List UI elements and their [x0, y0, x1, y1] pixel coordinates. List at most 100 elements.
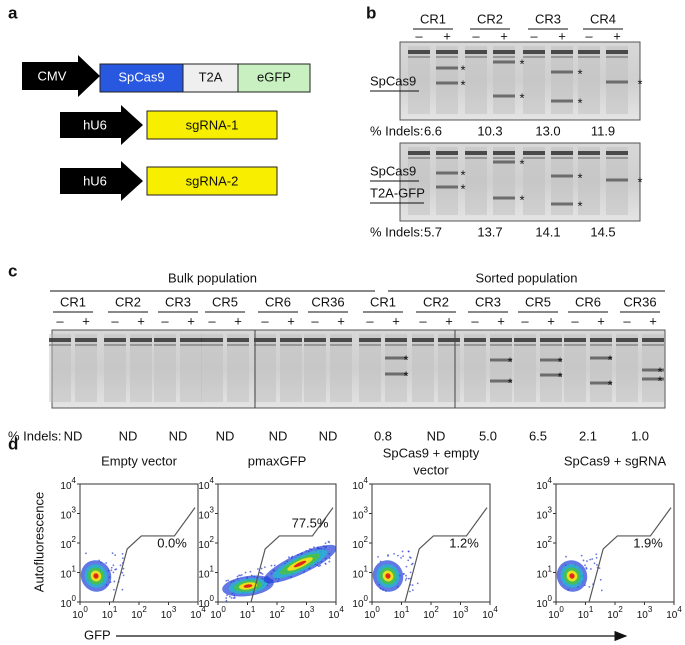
asterisk: *: [637, 76, 642, 91]
gel-band: [590, 356, 612, 360]
gate-percent: 77.5%: [292, 515, 329, 530]
gel-band: [514, 338, 536, 342]
panel-label: d: [8, 434, 18, 453]
panel-label: c: [8, 261, 17, 280]
gel-band: [408, 151, 430, 155]
lane-sign: +: [649, 313, 657, 328]
tick-exponent: 4: [72, 476, 77, 485]
gel-smear: [201, 334, 223, 402]
asterisk: *: [577, 170, 582, 185]
cell-event: [113, 588, 115, 591]
gel-band: [359, 344, 381, 346]
gel-smear: [465, 46, 487, 114]
axis-tick-label: 102: [607, 605, 623, 621]
gel-band: [280, 338, 302, 342]
cell-event: [110, 569, 113, 572]
plot-title: vector: [413, 462, 449, 477]
axis-tick-label: 100: [352, 594, 368, 610]
gel-band: [642, 368, 664, 372]
gel-smear: [49, 334, 71, 402]
gel-smear: [514, 334, 536, 402]
gel-band: [359, 338, 381, 342]
gel-band: [540, 373, 562, 377]
gel-smear: [551, 147, 573, 215]
tick-base: 10: [607, 610, 619, 621]
cell-event: [236, 575, 239, 578]
gel-band: [493, 196, 515, 200]
cell-event: [591, 558, 594, 560]
gel-image: [399, 41, 641, 121]
tick-exponent: 1: [589, 605, 594, 614]
construct-label: eGFP: [257, 69, 291, 84]
axis-tick-label: 101: [536, 565, 552, 581]
axis-tick-label: 103: [453, 605, 469, 621]
gel-band: [578, 157, 600, 159]
gel-band: [436, 50, 458, 54]
tick-exponent: 3: [172, 605, 177, 614]
cell-event: [410, 563, 413, 566]
tick-base: 10: [352, 599, 364, 610]
lane-sign: –: [419, 313, 427, 328]
lane-header: CR3: [475, 294, 501, 309]
asterisk: *: [460, 62, 465, 77]
gel-band: [578, 151, 600, 155]
tick-base: 10: [60, 510, 72, 521]
axis-tick-label: 101: [394, 605, 410, 621]
axis-tick-label: 103: [60, 506, 76, 522]
construct-box: [182, 63, 239, 93]
gel-band: [493, 151, 515, 155]
cell-event: [121, 552, 124, 555]
gel-band: [465, 50, 487, 54]
gel-band: [490, 379, 512, 383]
cell-event: [260, 567, 263, 570]
cell-event: [238, 574, 240, 577]
tick-base: 10: [352, 540, 364, 551]
gel-smear: [578, 147, 600, 215]
plot-title: SpCas9 + sgRNA: [564, 453, 667, 468]
cell-event: [225, 579, 228, 582]
tick-base: 10: [60, 569, 72, 580]
tick-exponent: 1: [364, 565, 369, 574]
cell-event: [393, 552, 395, 555]
gel-band: [465, 157, 487, 159]
axis-tick-label: 101: [240, 605, 256, 621]
cell-event: [409, 571, 412, 574]
gel-smear: [540, 334, 562, 402]
gel-band: [75, 338, 97, 342]
y-axis-label: Autofluorescence: [31, 492, 46, 592]
tick-base: 10: [423, 610, 435, 621]
gel-band: [590, 338, 612, 342]
tick-exponent: 1: [210, 565, 215, 574]
gel-smear: [130, 334, 152, 402]
cell-event: [377, 555, 379, 558]
axis-tick-label: 103: [637, 605, 653, 621]
lane-sign: +: [497, 313, 505, 328]
gel-band: [551, 56, 573, 58]
axis-tick-label: 104: [190, 605, 206, 621]
gel-band: [578, 50, 600, 54]
construct-box: [237, 63, 311, 93]
gel-band: [590, 344, 612, 346]
tick-exponent: 1: [113, 605, 118, 614]
gate: [588, 507, 672, 603]
gel-band: [280, 344, 302, 346]
promoter-arrow: [60, 161, 143, 201]
cell-event: [402, 573, 405, 575]
cell-event: [402, 555, 404, 558]
gel-smear: [408, 46, 430, 114]
gel-band: [490, 344, 512, 346]
cell-event: [239, 574, 242, 577]
indels-value: 2.1: [579, 428, 597, 443]
axis-tick-label: 102: [60, 535, 76, 551]
lane-sign: –: [261, 313, 269, 328]
tick-base: 10: [131, 610, 143, 621]
axis-tick-label: 102: [198, 535, 214, 551]
gel-smear: [104, 334, 126, 402]
gate-percent: 1.9%: [633, 535, 663, 550]
plot-title: Empty vector: [101, 453, 178, 468]
guide-label: sgRNA-2: [186, 173, 239, 188]
gel-band: [551, 151, 573, 155]
axis-tick-label: 101: [578, 605, 594, 621]
axis-tick-label: 100: [60, 594, 76, 610]
cell-event: [111, 552, 114, 555]
